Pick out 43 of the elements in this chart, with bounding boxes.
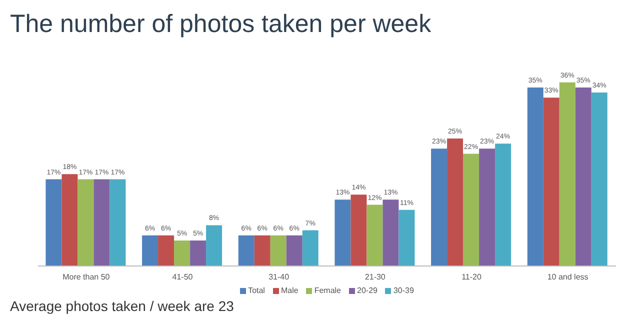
text: Average photos taken / week are 23 xyxy=(10,298,234,314)
bar xyxy=(398,210,415,266)
bar xyxy=(527,87,544,266)
legend-label: Total xyxy=(247,286,265,295)
bar xyxy=(447,138,464,266)
bar xyxy=(382,200,399,266)
bar xyxy=(110,179,126,266)
bar xyxy=(206,225,222,266)
x-tick-label: 41-50 xyxy=(172,272,194,282)
bar xyxy=(575,87,592,266)
bar xyxy=(350,194,367,266)
x-tick-label: More than 50 xyxy=(62,272,110,282)
bar xyxy=(543,98,560,266)
legend-label: 30-39 xyxy=(392,286,414,295)
legend-label: 20-29 xyxy=(356,286,378,295)
bar xyxy=(46,179,62,266)
bar xyxy=(142,235,158,266)
bar xyxy=(174,240,190,266)
chart-title: The number of photos taken per week xyxy=(10,10,432,39)
bar xyxy=(463,154,480,266)
bar xyxy=(334,200,351,266)
bar xyxy=(559,82,576,266)
bar xyxy=(591,92,608,266)
bar xyxy=(286,235,302,266)
bar xyxy=(431,148,448,266)
bar xyxy=(302,230,318,266)
x-tick-label: 11-20 xyxy=(462,272,482,282)
bar xyxy=(366,204,383,266)
x-tick-label: 21-30 xyxy=(364,272,386,282)
bar xyxy=(78,179,94,266)
bar xyxy=(495,144,512,266)
bar xyxy=(158,235,174,266)
x-tick-label: 31-40 xyxy=(268,272,290,282)
legend-label: Female xyxy=(313,286,341,295)
bar xyxy=(62,174,78,266)
bar xyxy=(190,240,206,266)
bar xyxy=(479,148,496,266)
bar xyxy=(254,235,270,266)
x-tick-label: 10 and less xyxy=(547,272,588,282)
bar xyxy=(94,179,110,266)
bar xyxy=(238,235,254,266)
bar xyxy=(270,235,286,266)
legend-label: Male xyxy=(280,286,298,295)
